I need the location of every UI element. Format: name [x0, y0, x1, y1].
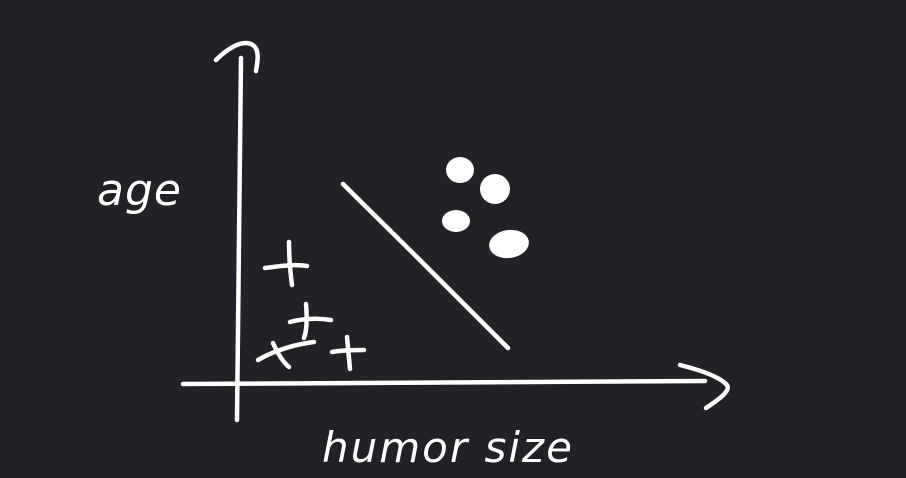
dot-marker [489, 229, 529, 259]
plus-marker [287, 301, 334, 341]
x-axis-line [180, 378, 708, 387]
dot-marker [446, 157, 474, 183]
plus-marker [255, 339, 317, 370]
plus-marker [262, 239, 310, 288]
x-axis-arrowhead [677, 362, 730, 411]
decision-boundary-line [340, 181, 511, 351]
y-axis-label: age [97, 165, 182, 216]
y-axis [213, 40, 260, 423]
x-axis-label: humor size [322, 423, 574, 472]
dot-marker [442, 210, 470, 232]
x-axis [180, 362, 730, 411]
plus-marker [329, 334, 367, 372]
y-axis-line [234, 55, 244, 423]
dot-marker [480, 174, 510, 204]
y-axis-arrowhead [213, 40, 260, 74]
